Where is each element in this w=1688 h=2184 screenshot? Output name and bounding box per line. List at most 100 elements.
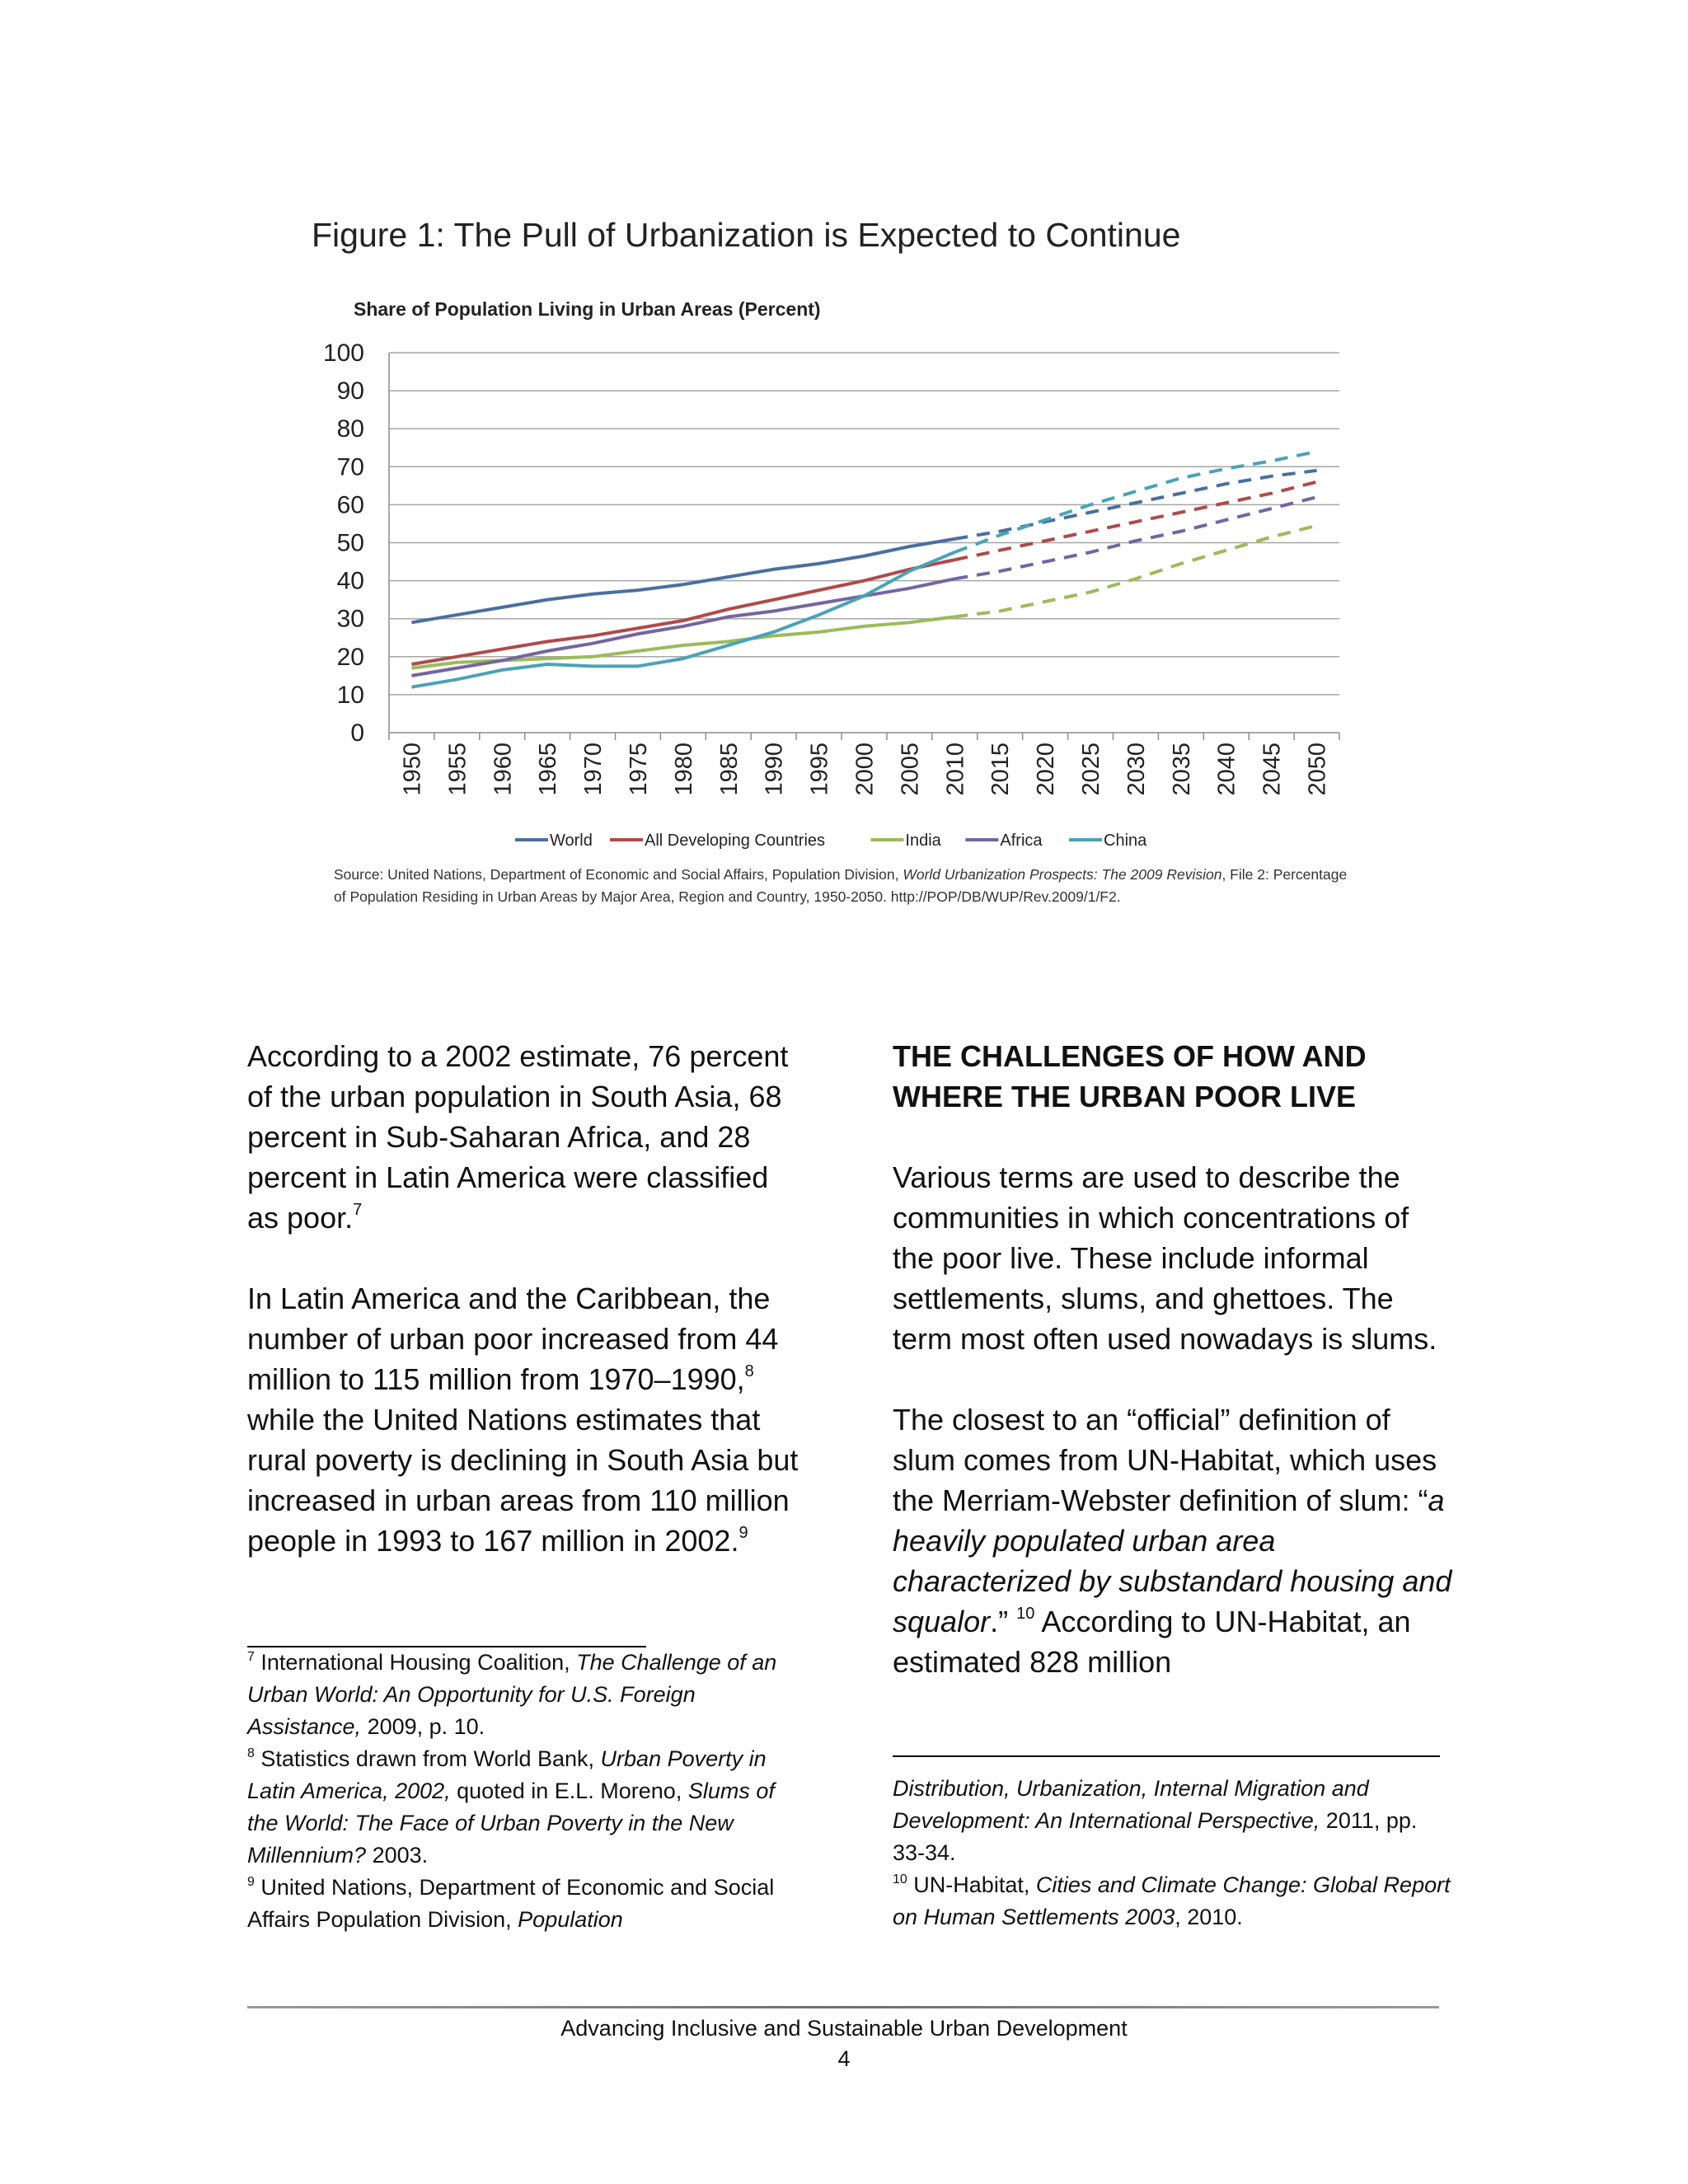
x-tick-label: 2000	[852, 743, 879, 796]
paragraph-text: According to UN-Habitat, an estimated 82…	[893, 1605, 1411, 1679]
paragraph-text: According to a 2002 estimate, 76 percent…	[247, 1039, 789, 1235]
x-tick-label: 1965	[535, 743, 561, 796]
x-tick-label: 2020	[1033, 743, 1059, 796]
left-column: According to a 2002 estimate, 76 percent…	[247, 1036, 808, 1601]
x-tick-label: 1995	[807, 743, 833, 796]
x-tick-label: 2030	[1123, 743, 1150, 796]
footnote-text: UN-Habitat,	[907, 1872, 1036, 1897]
figure-source: Source: United Nations, Department of Ec…	[334, 864, 1348, 908]
page-number: 4	[837, 2046, 851, 2071]
footnote-title: Cities and Climate Change: Global Report…	[893, 1872, 1451, 1929]
x-tick-label: 2040	[1214, 743, 1240, 796]
x-tick-label: 2010	[942, 743, 968, 796]
x-tick-label: 2045	[1259, 743, 1286, 796]
paragraph-terms: Various terms are used to describe the c…	[893, 1160, 1437, 1356]
y-tick-label: 100	[323, 340, 364, 367]
series-projection-china	[954, 449, 1317, 554]
y-tick-label: 40	[337, 568, 364, 595]
y-tick-label: 80	[337, 415, 364, 443]
footnote-ref-10: 10	[1016, 1605, 1035, 1623]
series-line-china	[411, 551, 956, 689]
footnote-number: 10	[893, 1872, 907, 1886]
footnote-7: 7 International Housing Coalition, The C…	[247, 1647, 808, 1743]
footnotes-right: Distribution, Urbanization, Internal Mig…	[893, 1773, 1453, 1933]
legend-label: All Developing Countries	[645, 832, 825, 850]
series-line-all-developing-countries	[411, 558, 955, 666]
source-prefix: Source: United Nations, Department of Ec…	[334, 866, 903, 883]
footnotes-left: 7 International Housing Coalition, The C…	[247, 1647, 808, 1936]
x-tick-label: 1970	[580, 743, 607, 796]
footnote-text: United Nations, Department of Economic a…	[247, 1875, 775, 1932]
footnote-text: quoted in E.L. Moreno,	[450, 1779, 688, 1803]
legend-label: China	[1104, 832, 1147, 850]
footnote-8: 8 Statistics drawn from World Bank, Urba…	[247, 1743, 808, 1872]
paragraph-slum-definition: The closest to an “official” definition …	[893, 1399, 1453, 1682]
footnote-10: 10 UN-Habitat, Cities and Climate Change…	[893, 1869, 1453, 1933]
section-heading: THE CHALLENGES OF HOW AND WHERE THE URBA…	[893, 1039, 1367, 1113]
x-tick-label: 1960	[490, 743, 516, 796]
footnote-title: Urban Poverty in Latin America, 2002,	[247, 1746, 767, 1803]
y-tick-label: 20	[337, 644, 364, 671]
y-tick-label: 70	[337, 453, 364, 480]
legend-label: India	[905, 832, 941, 850]
paragraph-text: The closest to an “official” definition …	[893, 1403, 1437, 1517]
footnote-text: 2011, pp. 33-34.	[893, 1808, 1418, 1865]
footnote-text: 2009, p. 10.	[361, 1714, 485, 1739]
legend-label: World	[550, 832, 593, 850]
figure-title: Figure 1: The Pull of Urbanization is Ex…	[312, 216, 1181, 254]
footnote-title: The Challenge of an Urban World: An Oppo…	[247, 1650, 777, 1739]
footnote-text: , 2010.	[1175, 1905, 1243, 1929]
y-tick-label: 60	[337, 491, 364, 518]
footnote-9: 9 United Nations, Department of Economic…	[247, 1872, 808, 1936]
footnote-9-continued: Distribution, Urbanization, Internal Mig…	[893, 1773, 1453, 1869]
footnote-title: Slums of the World: The Face of Urban Po…	[247, 1779, 775, 1868]
footnote-text: 2003.	[366, 1843, 429, 1868]
footnote-number: 8	[247, 1746, 255, 1760]
y-tick-label: 50	[337, 530, 364, 557]
y-tick-label: 90	[337, 377, 364, 405]
x-tick-label: 2025	[1078, 743, 1104, 796]
x-tick-label: 1980	[671, 743, 697, 796]
series-projection-all-developing-countries	[954, 480, 1318, 562]
series-line-africa	[411, 577, 955, 677]
right-column: THE CHALLENGES OF HOW AND WHERE THE URBA…	[893, 1036, 1453, 1722]
paragraph-text: .”	[990, 1605, 1017, 1638]
paragraph-text: In Latin America and the Caribbean, the …	[247, 1282, 779, 1396]
x-tick-label: 1990	[762, 743, 788, 796]
x-tick-label: 2005	[897, 743, 923, 796]
footnote-text: Statistics drawn from World Bank,	[254, 1746, 601, 1771]
footnote-separator-left	[247, 1646, 646, 1647]
paragraph-urban-poor-share: According to a 2002 estimate, 76 percent…	[247, 1036, 808, 1238]
y-tick-label: 0	[350, 719, 364, 747]
series-projection-world	[954, 468, 1317, 541]
footer-rule	[247, 2006, 1439, 2008]
source-title: World Urbanization Prospects: The 2009 R…	[903, 866, 1222, 883]
x-tick-label: 1975	[626, 743, 652, 796]
x-tick-label: 1950	[399, 743, 425, 796]
series-line-world	[411, 537, 955, 625]
footnote-number: 9	[247, 1875, 255, 1889]
slum-definition-quote: a heavily populated urban area character…	[893, 1483, 1452, 1638]
y-tick-label: 30	[337, 606, 364, 633]
footnote-number: 7	[247, 1650, 255, 1664]
footnote-title: Population	[518, 1907, 623, 1932]
paragraph-text: while the United Nations estimates that …	[247, 1403, 799, 1558]
footnote-ref-9: 9	[738, 1524, 748, 1542]
footnote-text: International Housing Coalition,	[254, 1650, 577, 1675]
legend-label: Africa	[1000, 832, 1043, 850]
x-tick-label: 2035	[1169, 743, 1195, 796]
chart-title: Share of Population Living in Urban Area…	[354, 298, 821, 320]
series-projection-africa	[954, 495, 1318, 581]
paragraph-latin-america: In Latin America and the Caribbean, the …	[247, 1278, 808, 1561]
x-tick-label: 1955	[444, 743, 471, 796]
x-tick-label: 2015	[987, 743, 1014, 796]
x-tick-label: 1985	[716, 743, 743, 796]
source-suffix: , File 2: Percentage of Population Resid…	[334, 866, 1348, 905]
footnote-separator-right	[893, 1755, 1440, 1757]
footnote-ref-8: 8	[744, 1362, 754, 1380]
footnote-ref-7: 7	[353, 1201, 363, 1219]
x-tick-label: 2050	[1305, 743, 1331, 796]
series-projection-india	[954, 523, 1318, 619]
y-tick-label: 10	[337, 682, 364, 709]
